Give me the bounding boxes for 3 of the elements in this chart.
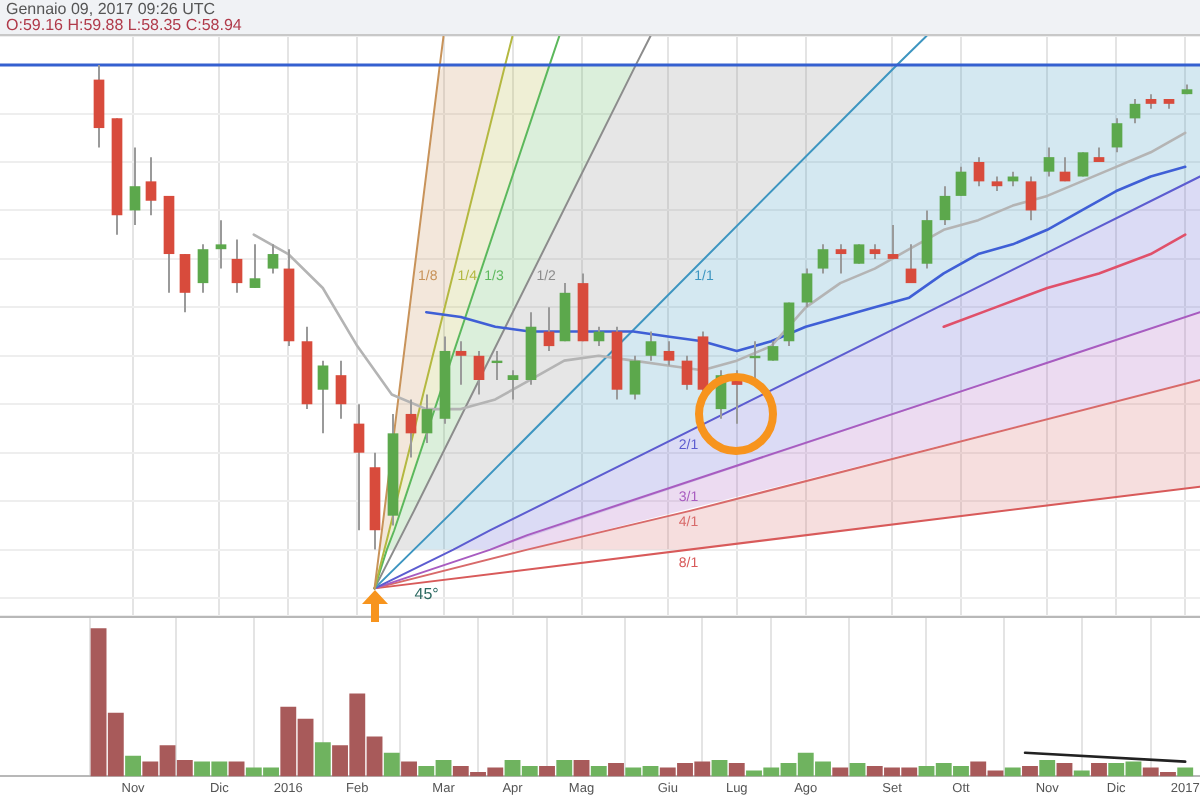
annotation: 45°: [414, 584, 439, 603]
chart-title: Gennaio 09, 2017 09:26 UTC: [6, 0, 216, 18]
chart-subtitle: O:59.16 H:59.88 L:58.35 C:58.94: [6, 16, 242, 34]
